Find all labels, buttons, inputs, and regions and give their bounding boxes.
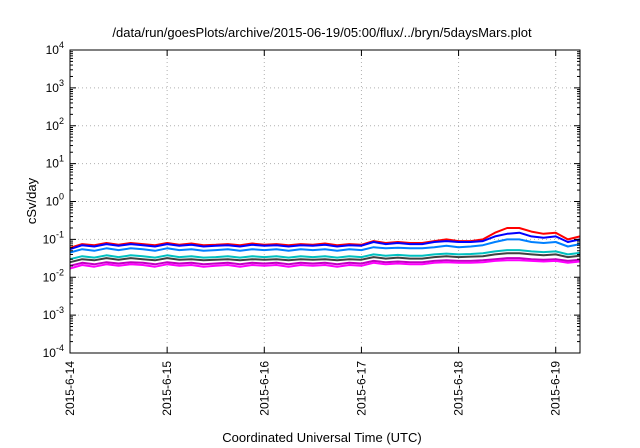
chart-title: /data/run/goesPlots/archive/2015-06-19/0… [112,25,532,40]
series-line-1 [69,227,581,249]
y-tick-label: 103 [46,78,64,95]
y-tick-label: 10-4 [43,343,64,360]
y-tick-label: 102 [46,116,64,133]
y-tick-label: 104 [46,40,64,57]
series-line-6 [69,257,581,267]
x-tick-label: 2015-6-14 [63,361,77,416]
series-line-5 [69,252,581,264]
y-tick-label: 10-2 [43,267,64,284]
series-line-2 [69,231,581,251]
series-group [69,227,581,270]
x-tick-label: 2015-6-19 [549,361,563,416]
series-line-7 [69,259,581,270]
y-axis-label: cSv/day [24,177,39,224]
series-line-4 [69,249,581,261]
x-axis-label: Coordinated Universal Time (UTC) [222,430,421,445]
x-tick-label: 2015-6-17 [354,361,368,416]
y-tick-label: 100 [46,192,64,209]
y-axis: 10-4 10-3 10-2 10-1 100 101 102 103 104 [43,40,580,360]
y-tick-label: 10-1 [43,229,64,246]
grid [70,50,580,353]
x-axis: 2015-6-14 2015-6-15 2015-6-16 2015-6-17 2015… [63,50,563,416]
series-line-3 [69,238,581,254]
y-tick-label: 101 [46,154,64,171]
x-tick-label: 2015-6-16 [257,361,271,416]
x-tick-label: 2015-6-18 [452,361,466,416]
x-tick-label: 2015-6-15 [160,361,174,416]
y-tick-label: 10-3 [43,305,64,322]
